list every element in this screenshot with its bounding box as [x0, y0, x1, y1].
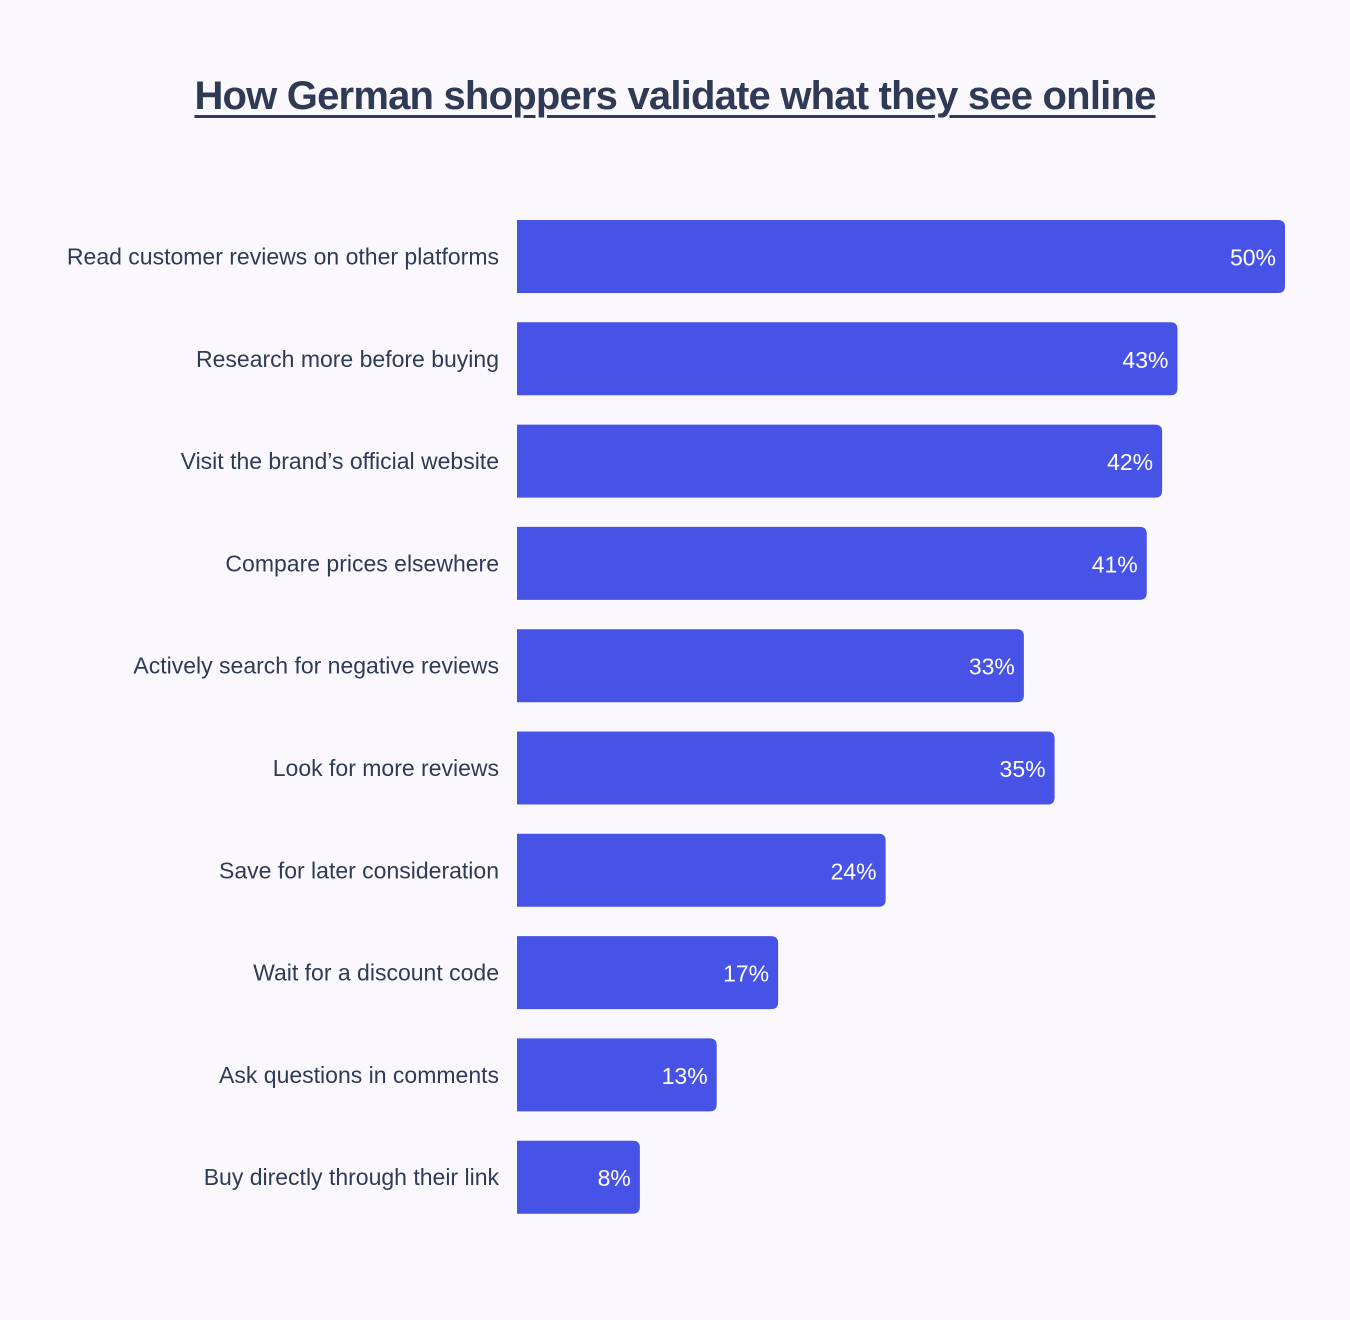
bar [517, 424, 1163, 498]
category-label: Compare prices elsewhere [225, 550, 499, 576]
category-label: Visit the brand’s official website [181, 448, 499, 474]
value-label: 24% [831, 858, 877, 884]
chart-title: How German shoppers validate what they s… [194, 74, 1156, 118]
value-label: 42% [1107, 449, 1153, 475]
category-label: Actively search for negative reviews [133, 653, 499, 679]
value-label: 35% [1000, 756, 1046, 782]
value-label: 50% [1230, 245, 1276, 271]
category-label: Ask questions in comments [219, 1062, 499, 1088]
value-label: 33% [969, 654, 1015, 680]
value-label: 17% [723, 961, 769, 987]
category-label: Read customer reviews on other platforms [67, 244, 499, 270]
category-label: Save for later consideration [219, 857, 499, 883]
bar [517, 629, 1024, 703]
bar [517, 220, 1285, 293]
value-label: 41% [1092, 551, 1138, 577]
bar [517, 833, 886, 907]
bar [517, 936, 779, 1010]
value-label: 43% [1122, 347, 1168, 373]
bar [517, 526, 1147, 600]
bar [517, 731, 1055, 805]
bar [517, 322, 1178, 396]
bar [517, 1038, 717, 1112]
category-label: Buy directly through their link [204, 1164, 500, 1190]
category-label: Look for more reviews [273, 755, 499, 781]
category-label: Wait for a discount code [253, 960, 499, 986]
category-label: Research more before buying [196, 346, 499, 372]
bar [517, 1140, 640, 1214]
value-label: 13% [662, 1063, 708, 1089]
value-label: 8% [598, 1165, 631, 1191]
